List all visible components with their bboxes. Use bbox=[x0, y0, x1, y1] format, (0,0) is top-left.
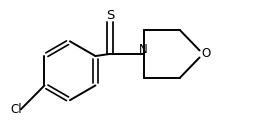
Text: S: S bbox=[106, 9, 114, 22]
Text: N: N bbox=[139, 43, 148, 56]
Text: Cl: Cl bbox=[10, 104, 22, 116]
Text: O: O bbox=[201, 47, 210, 60]
